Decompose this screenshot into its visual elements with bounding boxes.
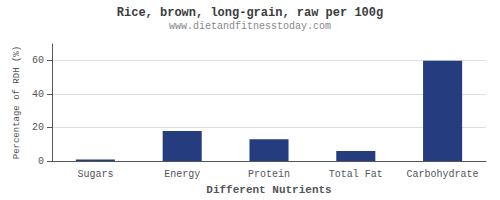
svg-text:Total Fat: Total Fat xyxy=(329,169,383,180)
svg-text:Protein: Protein xyxy=(248,169,290,180)
svg-text:0: 0 xyxy=(38,156,44,167)
svg-text:Rice, brown, long-grain, raw p: Rice, brown, long-grain, raw per 100g xyxy=(117,6,383,20)
svg-text:Percentage of RDH (%): Percentage of RDH (%) xyxy=(12,46,22,159)
svg-text:20: 20 xyxy=(32,122,44,133)
svg-text:Energy: Energy xyxy=(164,169,200,180)
svg-text:40: 40 xyxy=(32,89,44,100)
svg-text:Different Nutrients: Different Nutrients xyxy=(206,184,331,196)
svg-text:60: 60 xyxy=(32,55,44,66)
svg-text:Sugars: Sugars xyxy=(77,169,113,180)
svg-text:Carbohydrate: Carbohydrate xyxy=(407,169,479,180)
svg-text:www.dietandfitnesstoday.com: www.dietandfitnesstoday.com xyxy=(169,21,331,32)
